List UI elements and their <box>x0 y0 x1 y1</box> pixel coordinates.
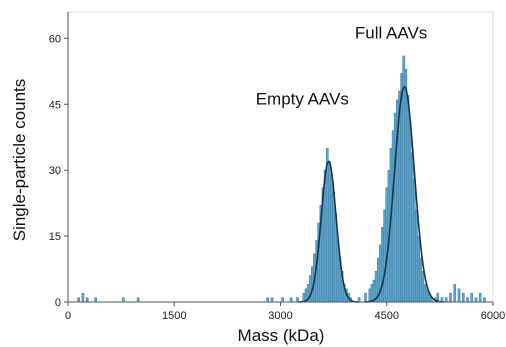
x-axis-label: Mass (kDa) <box>238 326 325 345</box>
histogram-bar <box>466 297 469 303</box>
plot-background <box>67 11 494 303</box>
y-tick-label: 15 <box>49 231 61 243</box>
histogram-bar <box>81 292 85 303</box>
histogram-bar <box>77 297 80 303</box>
histogram-bar <box>281 297 284 303</box>
x-tick-label: 1500 <box>162 310 186 322</box>
histogram-bar <box>368 288 372 303</box>
plot-frame <box>67 11 494 303</box>
histogram-bar <box>370 284 374 303</box>
histogram-bar <box>419 257 423 303</box>
histogram-bar <box>474 297 478 303</box>
histogram-bar <box>121 297 125 303</box>
histogram-bar <box>385 187 389 303</box>
y-tick-label: 30 <box>49 165 61 177</box>
annotation-label: Full AAVs <box>355 23 427 42</box>
x-tick-label: 0 <box>65 310 71 322</box>
annotation-label: Empty AAVs <box>256 89 349 108</box>
x-tick-label: 6000 <box>481 310 505 322</box>
histogram-bar <box>383 209 386 303</box>
histogram-bar <box>408 121 412 303</box>
histogram-bar <box>94 297 97 303</box>
histogram-bar <box>449 292 452 303</box>
histogram-bar <box>413 178 416 303</box>
histogram-bar <box>423 284 427 303</box>
histogram-bar <box>328 161 331 303</box>
annotations: Empty AAVs Full AAVs <box>256 23 428 108</box>
x-tick-label: 4500 <box>375 310 399 322</box>
axes <box>64 12 494 306</box>
histogram-bar <box>453 284 457 303</box>
x-tick-label: 3000 <box>268 310 292 322</box>
histogram-bar <box>330 174 333 303</box>
histogram-bar <box>444 297 448 303</box>
histogram-bar <box>364 292 367 303</box>
y-tick-label: 60 <box>49 33 61 45</box>
histogram-bar <box>478 292 482 303</box>
histogram-bar <box>461 292 465 303</box>
histogram-bar <box>402 55 406 303</box>
histogram-bar <box>393 112 397 303</box>
histogram-bar <box>404 68 408 303</box>
histogram-bar <box>417 235 420 303</box>
histogram-bar <box>296 297 299 303</box>
y-tick-label: 0 <box>55 297 61 309</box>
histogram-bar <box>457 288 461 303</box>
histogram-bar <box>410 152 414 303</box>
histogram-bar <box>266 297 270 303</box>
y-axis-label: Single-particle counts <box>10 79 29 242</box>
histogram-bar <box>85 297 89 303</box>
histogram-bar <box>381 227 384 303</box>
histogram-bar <box>483 297 486 303</box>
tick-labels: 0 1500 3000 4500 6000 0 15 30 45 60 <box>49 33 505 322</box>
histogram-bar <box>136 297 140 303</box>
histogram-bar <box>400 73 403 303</box>
gaussian-fit-curve <box>364 85 445 303</box>
gaussian-fits <box>298 85 445 303</box>
histogram-bar <box>406 95 410 303</box>
histogram-bar <box>270 297 274 303</box>
y-tick-label: 45 <box>49 99 61 111</box>
histogram-bar <box>470 292 474 303</box>
gaussian-fit-curve <box>298 160 359 303</box>
histogram-bar <box>289 297 293 303</box>
histogram-bar <box>391 130 395 303</box>
histogram-bar <box>332 191 335 303</box>
histogram-bar <box>421 270 425 303</box>
histogram-bar <box>415 209 418 303</box>
